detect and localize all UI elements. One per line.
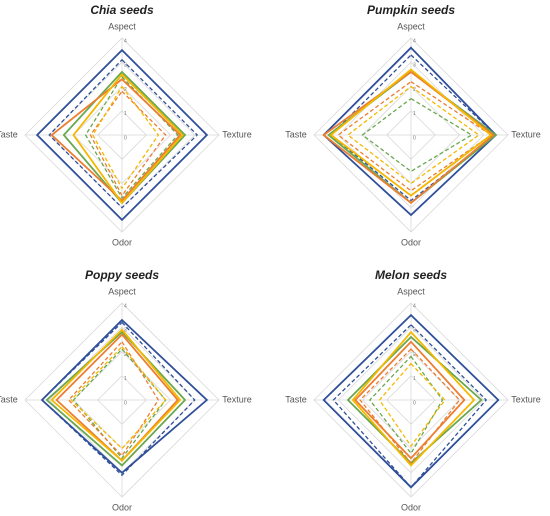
- category-label: Odor: [112, 237, 132, 247]
- category-label: Odor: [401, 237, 421, 247]
- series-polygon: [329, 68, 493, 197]
- series-polygon: [361, 97, 473, 173]
- r-tick-label: 3: [124, 63, 127, 69]
- r-tick-label: 4: [124, 38, 127, 44]
- r-tick-label: 0: [413, 135, 416, 141]
- series-polygon: [41, 321, 196, 477]
- series-polygon: [72, 73, 184, 205]
- category-label: Aspect: [397, 21, 425, 31]
- r-tick-label: 3: [413, 328, 416, 334]
- r-tick-label: 0: [413, 400, 416, 406]
- series-polygon: [353, 340, 466, 460]
- series-polygon: [322, 46, 498, 217]
- series-polygon: [70, 345, 167, 450]
- series-polygon: [368, 355, 444, 455]
- r-tick-label: 1: [413, 376, 416, 382]
- series-polygon: [332, 323, 488, 489]
- series-polygon: [45, 330, 187, 467]
- radar-chart: Chia seeds 0 1 2 3 4 Aspect Texture Odor Taste: [0, 3, 252, 247]
- series-polygon: [337, 80, 493, 192]
- category-label: Aspect: [397, 286, 425, 296]
- series-polygon: [50, 328, 182, 462]
- r-tick-label: 1: [413, 111, 416, 117]
- category-label: Aspect: [108, 286, 136, 296]
- radar-chart: Pumpkin seeds 0 1 2 3 4 Aspect Texture Odor Taste: [285, 3, 541, 247]
- series-polygon: [35, 48, 209, 222]
- r-tick-label: 4: [413, 303, 416, 309]
- series-polygon: [351, 330, 476, 467]
- series-polygon: [378, 362, 446, 448]
- r-tick-label: 1: [124, 111, 127, 117]
- chart-title: Melon seeds: [375, 268, 447, 282]
- category-label: Taste: [285, 394, 307, 404]
- radar-chart: Poppy seeds 0 1 2 3 4 Aspect Texture Odor Taste: [0, 268, 252, 512]
- chart-title: Chia seeds: [90, 3, 154, 17]
- series-polygon: [72, 348, 167, 460]
- series-polygon: [48, 58, 199, 209]
- r-tick-label: 4: [413, 38, 416, 44]
- category-label: Texture: [511, 394, 541, 404]
- series-polygon: [346, 85, 481, 185]
- r-tick-label: 2: [413, 87, 416, 93]
- r-tick-label: 3: [413, 63, 416, 69]
- r-tick-label: 2: [124, 352, 127, 358]
- r-tick-label: 4: [124, 303, 127, 309]
- category-label: Odor: [401, 502, 421, 512]
- r-tick-label: 2: [413, 352, 416, 358]
- series-polygon: [50, 78, 182, 202]
- category-label: Taste: [285, 129, 307, 139]
- chart-title: Pumpkin seeds: [367, 3, 455, 17]
- category-label: Aspect: [108, 21, 136, 31]
- category-label: Taste: [0, 394, 18, 404]
- radar-chart: Melon seeds 0 1 2 3 4 Aspect Texture Odor Taste: [285, 268, 541, 512]
- r-tick-label: 2: [124, 87, 127, 93]
- series-polygon: [92, 85, 160, 190]
- category-label: Odor: [112, 502, 132, 512]
- category-label: Taste: [0, 129, 18, 139]
- category-label: Texture: [511, 129, 541, 139]
- chart-title: Poppy seeds: [85, 268, 159, 282]
- r-tick-label: 0: [124, 135, 127, 141]
- r-tick-label: 3: [124, 328, 127, 334]
- category-label: Texture: [222, 394, 252, 404]
- series-polygon: [359, 348, 461, 465]
- r-tick-label: 0: [124, 400, 127, 406]
- r-tick-label: 1: [124, 376, 127, 382]
- series-polygon: [330, 54, 497, 202]
- series-polygon: [67, 340, 160, 457]
- category-label: Texture: [222, 129, 252, 139]
